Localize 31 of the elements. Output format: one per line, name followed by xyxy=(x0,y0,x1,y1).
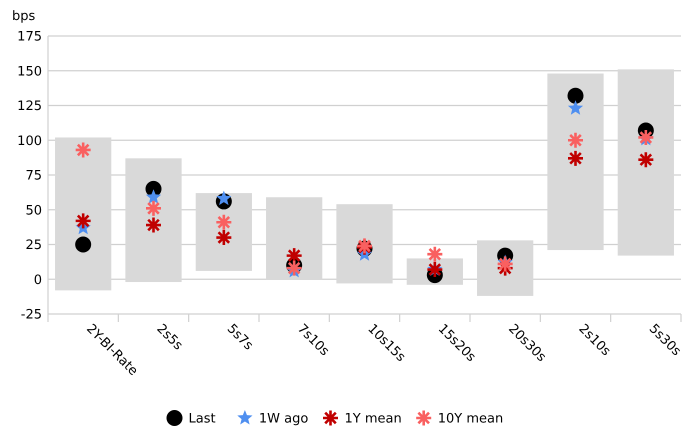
y-tick-label: 50 xyxy=(25,203,42,218)
point xyxy=(566,131,584,150)
point xyxy=(285,259,303,277)
point xyxy=(568,88,584,104)
point xyxy=(74,141,92,159)
point xyxy=(144,216,162,234)
y-tick-label: 0 xyxy=(34,272,42,288)
point xyxy=(216,190,232,206)
point xyxy=(146,189,162,204)
point xyxy=(75,236,92,252)
y-tick-label: 100 xyxy=(17,134,42,149)
legend-label: 10Y mean xyxy=(438,412,504,427)
y-tick-label: -25 xyxy=(20,308,42,323)
point xyxy=(144,200,162,218)
legend-label: 1Y mean xyxy=(344,412,402,427)
legend-label: Last xyxy=(188,412,216,427)
point xyxy=(74,212,92,230)
point xyxy=(426,245,444,264)
point xyxy=(215,228,233,246)
y-tick-label: 175 xyxy=(17,30,42,45)
point xyxy=(285,246,303,264)
point xyxy=(215,213,233,232)
y-tick-label: 125 xyxy=(17,99,42,114)
legend-label: 1W ago xyxy=(258,412,308,427)
point xyxy=(566,150,584,168)
point xyxy=(637,150,655,169)
point xyxy=(568,100,584,115)
y-tick-label: 25 xyxy=(25,238,42,254)
y-axis-title: bps xyxy=(12,9,36,24)
y-tick-label: 150 xyxy=(17,64,42,80)
y-tick-label: 75 xyxy=(25,168,42,184)
